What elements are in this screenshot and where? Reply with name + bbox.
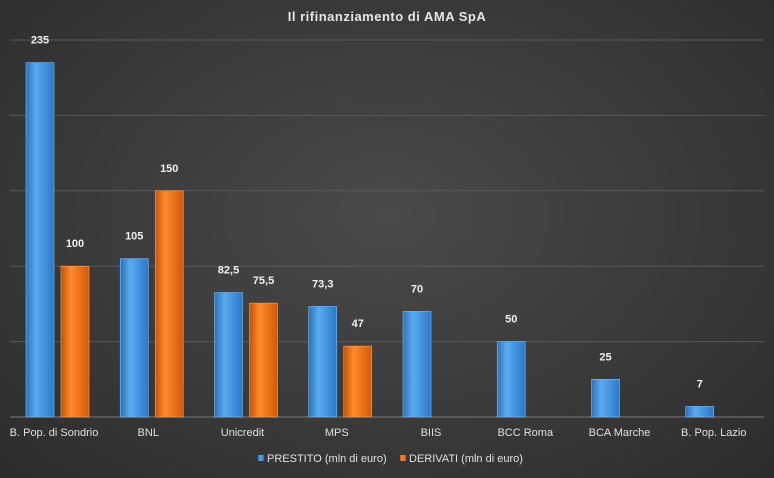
x-tick-label-0: B. Pop. di Sondrio bbox=[10, 427, 99, 439]
bar-prestito-6 bbox=[591, 378, 620, 418]
legend-label-derivati: DERIVATI (mln di euro) bbox=[409, 453, 523, 465]
data-label-prestito-0: 235 bbox=[31, 35, 49, 47]
x-tick-label-5: BCC Roma bbox=[497, 427, 554, 439]
data-label-prestito-6: 25 bbox=[599, 351, 611, 363]
x-tick-label-4: BIIS bbox=[421, 427, 442, 439]
chart-title: Il rifinanziamento di AMA SpA bbox=[288, 9, 487, 24]
data-label-derivati-2: 75,5 bbox=[253, 275, 274, 287]
x-tick-label-7: B. Pop. Lazio bbox=[681, 427, 746, 439]
bar-prestito-5 bbox=[496, 341, 526, 418]
x-tick-label-1: BNL bbox=[138, 427, 159, 439]
data-label-prestito-2: 82,5 bbox=[218, 265, 239, 277]
data-label-prestito-3: 73,3 bbox=[312, 278, 333, 290]
data-label-prestito-4: 70 bbox=[411, 283, 423, 295]
x-tick-label-3: MPS bbox=[325, 427, 349, 439]
x-axis-tick-labels: B. Pop. di Sondrio BNL Unicredit MPS BIIS BCC… bbox=[10, 427, 747, 439]
bar-prestito-0 bbox=[25, 62, 55, 418]
x-tick-label-6: BCA Marche bbox=[589, 427, 651, 439]
bar-prestito-2 bbox=[214, 292, 243, 418]
legend-swatch-prestito bbox=[258, 455, 264, 461]
bar-derivati-0 bbox=[60, 265, 90, 418]
data-label-prestito-5: 50 bbox=[505, 314, 517, 326]
data-label-derivati-0: 100 bbox=[66, 238, 84, 250]
bar-prestito-4 bbox=[402, 311, 432, 418]
data-labels: 235 100 105 150 82,5 75,5 73,3 47 70 50 25 7 bbox=[31, 35, 703, 391]
data-label-derivati-1: 150 bbox=[160, 163, 178, 175]
bars bbox=[25, 62, 715, 418]
bar-derivati-3 bbox=[343, 345, 373, 418]
bar-derivati-2 bbox=[249, 302, 278, 418]
bar-prestito-3 bbox=[308, 306, 338, 418]
legend: PRESTITO (mln di euro) DERIVATI (mln di e… bbox=[258, 453, 523, 465]
data-label-prestito-1: 105 bbox=[125, 231, 143, 243]
data-label-derivati-3: 47 bbox=[352, 318, 364, 330]
legend-label-prestito: PRESTITO (mln di euro) bbox=[267, 453, 387, 465]
legend-swatch-derivati bbox=[400, 455, 406, 461]
x-tick-label-2: Unicredit bbox=[221, 427, 264, 439]
bar-derivati-1 bbox=[154, 190, 184, 418]
bar-prestito-7 bbox=[685, 406, 715, 418]
data-label-prestito-7: 7 bbox=[697, 378, 703, 390]
bar-prestito-1 bbox=[119, 258, 149, 418]
